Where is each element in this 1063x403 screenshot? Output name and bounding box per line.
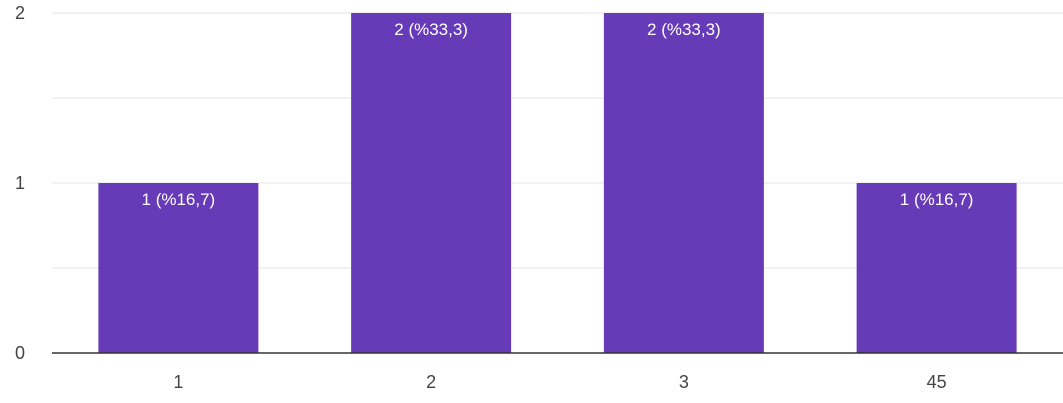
y-axis-ticks: 0 1 2 bbox=[15, 3, 25, 363]
y-tick-label: 2 bbox=[15, 3, 25, 23]
y-tick-label: 0 bbox=[15, 343, 25, 363]
bar-data-label: 1 (%16,7) bbox=[900, 190, 974, 209]
bar bbox=[603, 13, 764, 353]
bar-data-label: 2 (%33,3) bbox=[394, 20, 468, 39]
bar-data-label: 1 (%16,7) bbox=[142, 190, 216, 209]
data-labels: 1 (%16,7) 2 (%33,3) 2 (%33,3) 1 (%16,7) bbox=[142, 20, 974, 209]
bar bbox=[98, 183, 259, 353]
x-tick-label: 1 bbox=[173, 372, 183, 392]
x-tick-label: 3 bbox=[679, 372, 689, 392]
y-tick-label: 1 bbox=[15, 173, 25, 193]
bar-data-label: 2 (%33,3) bbox=[647, 20, 721, 39]
bar bbox=[351, 13, 512, 353]
x-tick-label: 2 bbox=[426, 372, 436, 392]
bar bbox=[856, 183, 1017, 353]
bars bbox=[98, 13, 1017, 353]
x-tick-label: 45 bbox=[927, 372, 947, 392]
x-axis-ticks: 1 2 3 45 bbox=[173, 372, 946, 392]
